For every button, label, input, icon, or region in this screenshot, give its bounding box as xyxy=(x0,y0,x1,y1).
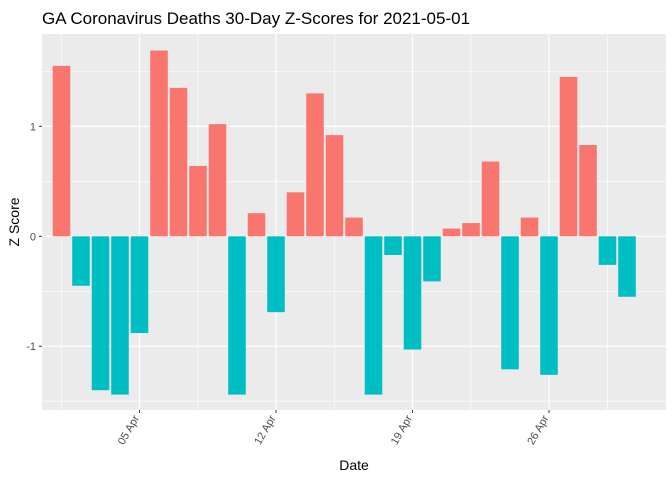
y-tick-label: -1 xyxy=(26,341,36,353)
x-axis-title: Date xyxy=(339,457,369,473)
bar xyxy=(403,236,422,350)
bar xyxy=(247,213,266,237)
bar xyxy=(540,236,558,375)
bar xyxy=(442,228,461,237)
x-tick-label: 05 Apr xyxy=(116,413,142,447)
bars xyxy=(52,50,636,395)
bar xyxy=(267,236,285,313)
chart-title: GA Coronavirus Deaths 30-Day Z-Scores fo… xyxy=(42,9,470,28)
bar xyxy=(618,236,636,297)
bar xyxy=(481,161,500,237)
x-axis: 05 Apr 12 Apr 19 Apr 26 Apr xyxy=(116,410,552,447)
bar xyxy=(208,124,227,237)
x-tick-label: 26 Apr xyxy=(525,413,551,447)
x-tick-label: 12 Apr xyxy=(252,413,278,447)
bar xyxy=(559,76,578,237)
bar xyxy=(130,236,149,334)
y-tick-label: 0 xyxy=(30,231,36,243)
bar xyxy=(91,236,110,391)
bar xyxy=(579,145,597,237)
bar xyxy=(306,93,324,237)
x-tick-label: 19 Apr xyxy=(389,413,415,447)
bar xyxy=(228,236,246,395)
bar xyxy=(501,236,519,370)
bar xyxy=(423,236,441,282)
y-tick-label: 1 xyxy=(30,121,36,133)
bar xyxy=(520,217,539,237)
bar xyxy=(364,236,383,395)
bar xyxy=(150,50,168,237)
bar xyxy=(111,236,129,395)
y-axis-title: Z Score xyxy=(6,197,22,246)
bar xyxy=(72,236,90,286)
bar xyxy=(189,165,207,237)
bar xyxy=(325,135,344,237)
bar xyxy=(462,223,480,237)
bar xyxy=(286,192,305,237)
y-axis: -1 0 1 xyxy=(26,121,42,353)
bar xyxy=(598,236,617,265)
bar xyxy=(384,236,402,255)
bar xyxy=(169,87,188,237)
bar xyxy=(345,217,363,237)
bar xyxy=(52,65,71,237)
